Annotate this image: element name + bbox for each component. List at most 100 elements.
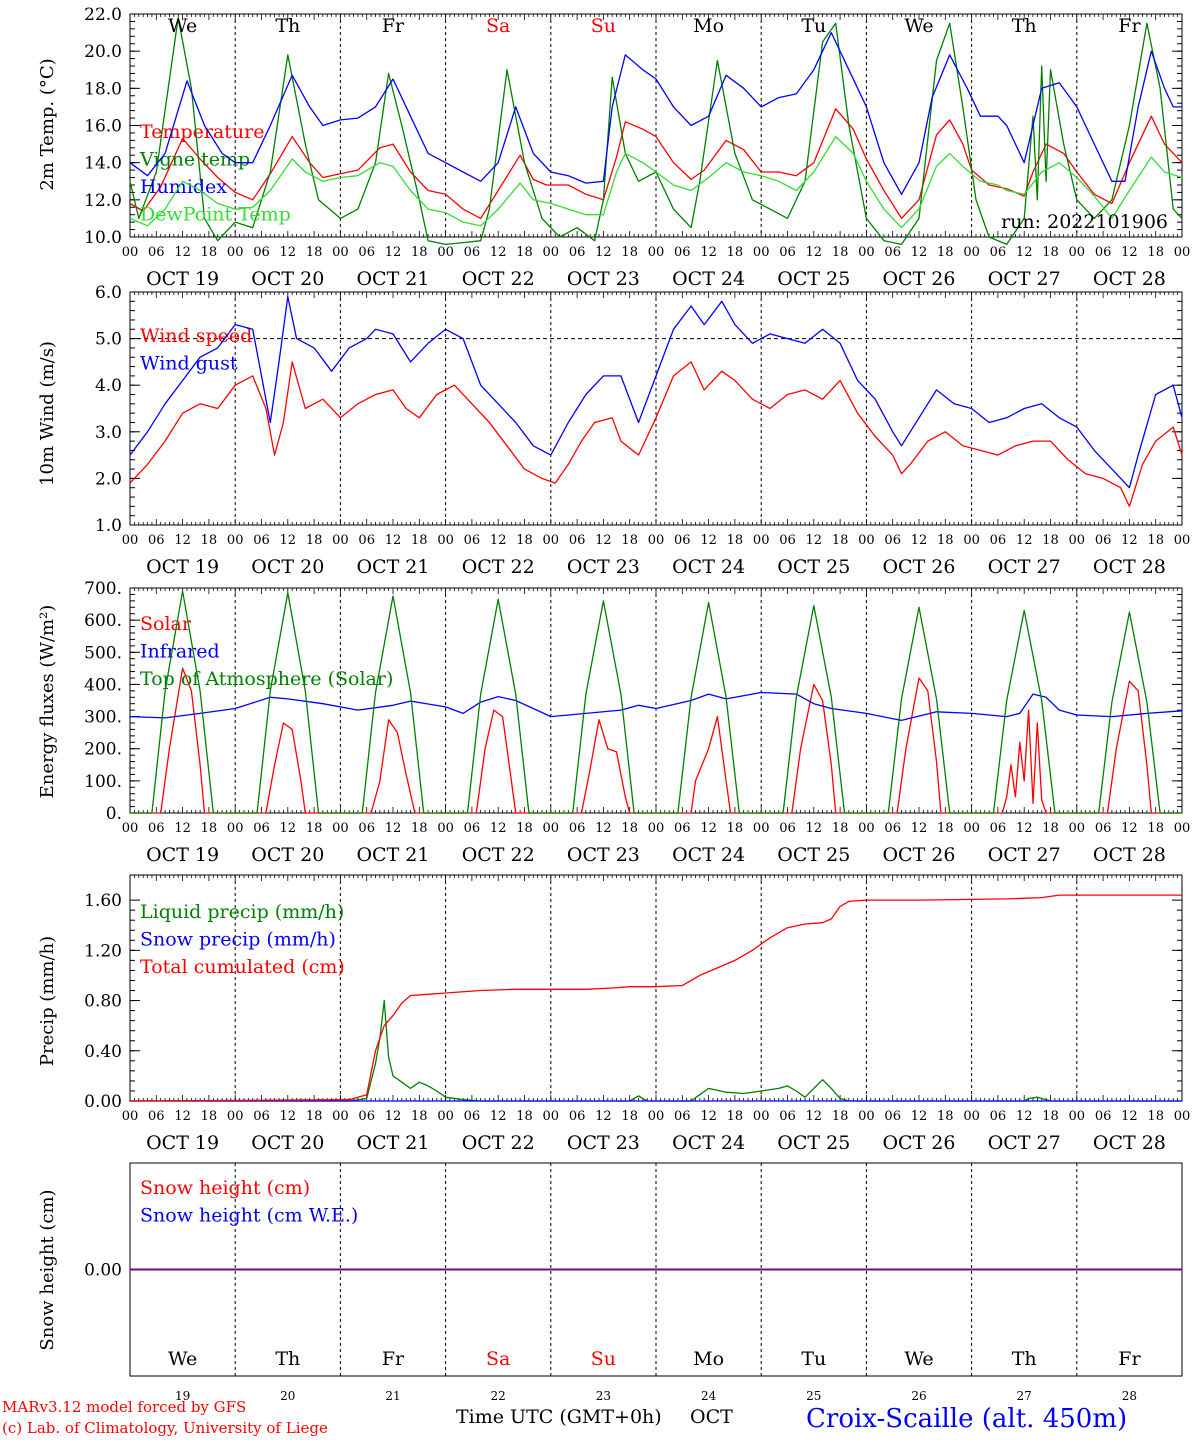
x-hour-label: 06 — [779, 245, 796, 260]
x-hour-label: 06 — [464, 533, 481, 548]
x-hour-label: 06 — [148, 1109, 165, 1124]
x-hour-label: 18 — [516, 1109, 533, 1124]
x-hour-label: 12 — [806, 1109, 823, 1124]
x-date-label: OCT 24 — [672, 556, 745, 578]
copyright-credit: (c) Lab. of Climatology, University of L… — [2, 1419, 328, 1437]
x-date-label: OCT 28 — [1093, 556, 1166, 578]
x-hour-label: 06 — [358, 1109, 375, 1124]
x-hour-label: 18 — [937, 1109, 954, 1124]
y-tick-label: 5.0 — [95, 330, 122, 350]
x-date-label: OCT 26 — [882, 556, 955, 578]
x-hour-label: 00 — [227, 533, 244, 548]
legend-entry: Wind gust — [140, 353, 238, 375]
x-hour-label: 06 — [884, 533, 901, 548]
x-hour-label: 12 — [806, 821, 823, 836]
y-tick-label: 22.0 — [84, 5, 122, 25]
x-hour-label: 00 — [543, 245, 560, 260]
x-hour-label: 12 — [280, 533, 297, 548]
x-hour-label: 18 — [832, 533, 849, 548]
x-hour-label: 18 — [306, 821, 323, 836]
y-tick-label: 500. — [84, 643, 122, 663]
x-hour-label: 12 — [700, 821, 717, 836]
x-hour-label: 00 — [1174, 1109, 1191, 1124]
x-hour-label: 00 — [437, 245, 454, 260]
x-hour-label: 06 — [1095, 245, 1112, 260]
x-hour-label: 12 — [911, 245, 928, 260]
panel-4: 0.00 0.40 0.80 1.20 1.60 Precip (mm/h) Liquid … — [37, 874, 1191, 1154]
y-axis-label: 10m Wind (m/s) — [37, 341, 58, 486]
x-hour-label: 12 — [595, 1109, 612, 1124]
weekday-label: Su — [591, 15, 616, 37]
y-tick-label: 1.20 — [84, 941, 122, 961]
day-number-label: 26 — [911, 1389, 926, 1403]
x-hour-label: 06 — [464, 245, 481, 260]
station-label: Croix-Scaille (alt. 450m) — [806, 1404, 1127, 1434]
x-hour-label: 00 — [227, 245, 244, 260]
x-hour-label: 12 — [1121, 1109, 1138, 1124]
x-hour-label: 00 — [543, 821, 560, 836]
legend-entry: Top of Atmosphere (Solar) — [140, 668, 393, 690]
legend-entry: Infrared — [140, 641, 220, 663]
x-date-label: OCT 22 — [462, 268, 535, 290]
x-hour-label: 18 — [727, 533, 744, 548]
x-hour-label: 18 — [1042, 1109, 1059, 1124]
x-date-label: OCT 23 — [567, 844, 640, 866]
x-hour-label: 18 — [727, 1109, 744, 1124]
y-tick-label: 300. — [84, 708, 122, 728]
x-date-label: OCT 25 — [777, 556, 850, 578]
x-hour-label: 06 — [779, 821, 796, 836]
panel-3: 0. 100. 200. 300. 400. 500. 600. 700. Energy flu… — [37, 579, 1190, 866]
x-hour-label: 00 — [227, 821, 244, 836]
x-hour-label: 18 — [201, 533, 218, 548]
x-hour-label: 12 — [1121, 245, 1138, 260]
series-line — [129, 31, 1182, 195]
legend-entry: DewPoint Temp — [140, 204, 291, 226]
x-axis-label: Time UTC (GMT+0h) — [456, 1406, 662, 1428]
x-date-label: OCT 23 — [567, 268, 640, 290]
x-hour-label: 12 — [1016, 245, 1033, 260]
x-date-label: OCT 20 — [251, 1132, 324, 1154]
day-number-label: 19 — [175, 1389, 190, 1403]
x-hour-label: 00 — [122, 1109, 139, 1124]
x-hour-label: 00 — [648, 821, 665, 836]
x-hour-label: 00 — [753, 1109, 770, 1124]
x-hour-label: 00 — [648, 533, 665, 548]
x-hour-label: 00 — [122, 245, 139, 260]
x-date-label: OCT 28 — [1093, 1132, 1166, 1154]
y-tick-label: 3.0 — [95, 423, 122, 443]
x-date-label: OCT 19 — [146, 556, 219, 578]
y-tick-label: 0.00 — [84, 1261, 122, 1281]
x-date-label: OCT 19 — [146, 268, 219, 290]
x-date-label: OCT 23 — [567, 1132, 640, 1154]
weekday-label: Tu — [801, 15, 826, 37]
y-tick-label: 200. — [84, 740, 122, 760]
x-hour-label: 18 — [1147, 533, 1164, 548]
x-hour-label: 06 — [464, 821, 481, 836]
x-hour-label: 18 — [516, 821, 533, 836]
x-hour-label: 18 — [1147, 1109, 1164, 1124]
x-date-label: OCT 21 — [356, 844, 429, 866]
x-hour-label: 18 — [411, 533, 428, 548]
panel-5: 0.00 Snow height (cm) Snow height (cm) Snow… — [37, 1162, 1183, 1403]
weekday-label: Fr — [382, 15, 405, 37]
x-hour-label: 12 — [280, 1109, 297, 1124]
x-hour-label: 18 — [937, 821, 954, 836]
weekday-label: We — [904, 1348, 933, 1370]
y-tick-label: 400. — [84, 675, 122, 695]
x-hour-label: 06 — [779, 1109, 796, 1124]
x-hour-label: 12 — [700, 1109, 717, 1124]
x-hour-label: 00 — [1069, 821, 1086, 836]
x-hour-label: 06 — [358, 821, 375, 836]
x-hour-label: 00 — [543, 533, 560, 548]
x-hour-label: 00 — [332, 1109, 349, 1124]
x-hour-label: 12 — [280, 245, 297, 260]
day-number-label: 25 — [806, 1389, 821, 1403]
x-hour-label: 00 — [648, 1109, 665, 1124]
x-hour-label: 12 — [385, 821, 402, 836]
y-tick-label: 10.0 — [84, 228, 122, 248]
weekday-label: We — [168, 1348, 197, 1370]
x-hour-label: 00 — [858, 1109, 875, 1124]
x-date-label: OCT 27 — [988, 1132, 1061, 1154]
weekday-label: Th — [275, 1348, 300, 1370]
